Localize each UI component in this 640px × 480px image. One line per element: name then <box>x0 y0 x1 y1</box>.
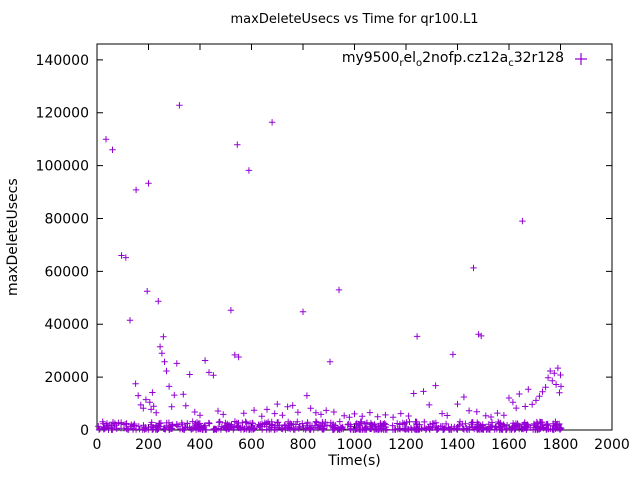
y-tick-label: 120000 <box>36 106 89 122</box>
x-tick-label: 400 <box>187 437 214 453</box>
legend-text-part: el <box>403 50 417 66</box>
outlier-points <box>102 102 565 421</box>
y-tick-label: 20000 <box>44 370 89 386</box>
plus-marker-icon <box>575 53 587 66</box>
legend-series-label: my9500relo2nofp.cz12ac32r128 <box>342 50 564 69</box>
x-tick-label: 1000 <box>337 437 373 453</box>
legend-text-part: my9500 <box>341 50 400 66</box>
x-tick-label: 800 <box>290 437 317 453</box>
x-tick-label: 1600 <box>491 437 527 453</box>
y-tick-label: 100000 <box>36 159 89 175</box>
x-tick-label: 1400 <box>440 437 476 453</box>
axis-frame <box>96 43 613 431</box>
axis-ticks <box>96 44 613 431</box>
legend-text-part: 32r128 <box>513 50 564 66</box>
x-tick-label: 1200 <box>388 437 424 453</box>
y-tick-label: 60000 <box>44 264 89 280</box>
legend-text-part: 2nofp.cz12a <box>422 50 509 66</box>
legend-subscript: o <box>416 57 423 69</box>
y-tick-label: 40000 <box>44 317 89 333</box>
y-tick-label: 0 <box>80 423 89 439</box>
dense-band-points <box>95 418 565 433</box>
x-tick-label: 600 <box>238 437 265 453</box>
x-tick-label: 2000 <box>594 437 630 453</box>
legend-subscript: r <box>399 57 404 69</box>
x-tick-label: 0 <box>93 437 102 453</box>
legend: my9500relo2nofp.cz12ac32r128 <box>342 50 588 69</box>
x-tick-label: 1800 <box>543 437 579 453</box>
y-tick-label: 140000 <box>36 53 89 69</box>
x-tick-label: 200 <box>135 437 162 453</box>
legend-subscript: c <box>508 57 514 69</box>
y-tick-label: 80000 <box>44 212 89 228</box>
x-axis-label: Time(s) <box>328 453 381 469</box>
chart-title: maxDeleteUsecs vs Time for qr100.L1 <box>230 12 479 27</box>
